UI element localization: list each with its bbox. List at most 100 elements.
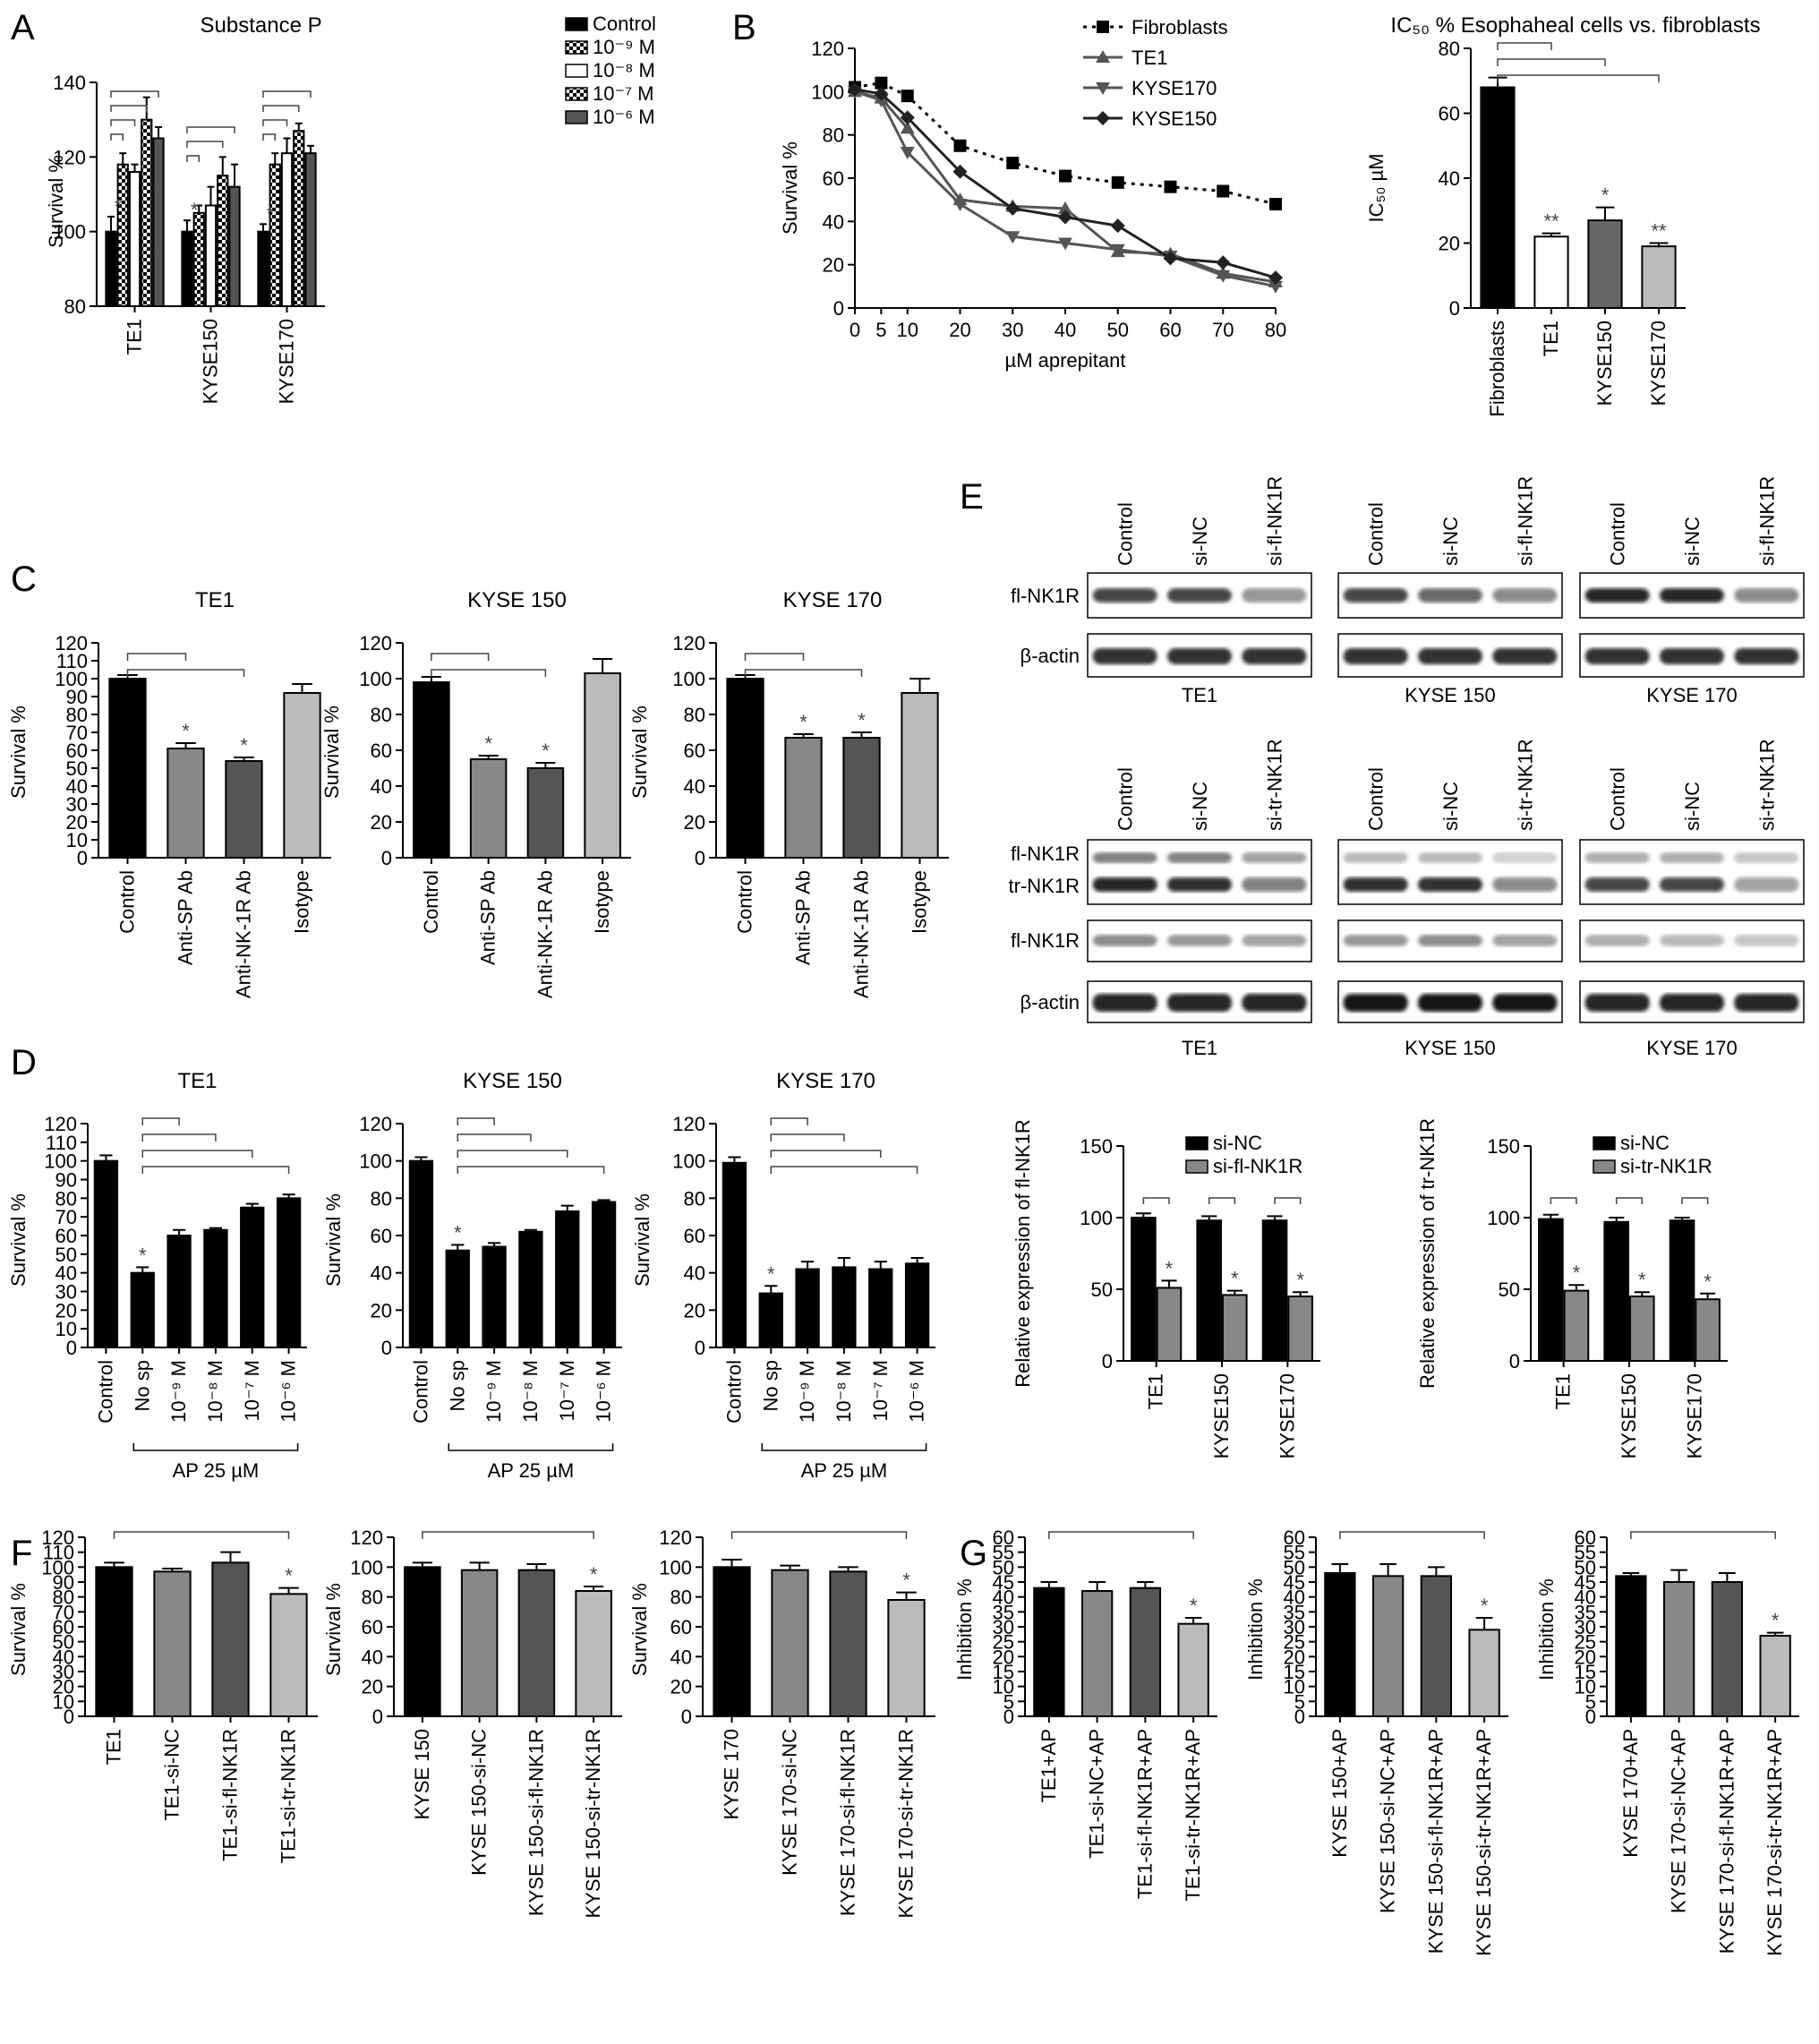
blot-row-label: tr-NK1R (1009, 875, 1080, 897)
x-tick-label: KYSE 170+AP (1619, 1729, 1642, 1858)
bar (1420, 1575, 1453, 1718)
y-tick-label: 20 (371, 1299, 392, 1321)
lane-label: si-tr-NK1R (1263, 739, 1285, 831)
y-tick-label: 120 (359, 1113, 392, 1135)
y-tick-label: 80 (56, 1187, 77, 1210)
bar (1480, 86, 1516, 309)
bar (141, 118, 153, 307)
series-line (854, 90, 1277, 284)
significance-star: * (240, 734, 248, 757)
lane-label: si-NC (1439, 517, 1462, 566)
lane-label: Control (1114, 502, 1137, 566)
y-tick-label: 100 (44, 1150, 77, 1173)
x-tick-label: KYSE 150-si-fl-NK1R (525, 1729, 547, 1916)
y-tick-label: 40 (53, 1646, 74, 1668)
legend-swatch (565, 40, 588, 55)
group-label: AP 25 µM (801, 1459, 888, 1482)
comparison-bracket (770, 1150, 882, 1158)
y-tick-label: 50 (993, 1556, 1014, 1578)
chart-c2: 0 20 40 60 80 100 120 Survival % KYSE 150 Control… (320, 588, 631, 998)
x-tick-label: KYSE 170-si-fl-NK1R (837, 1729, 859, 1916)
bar (1563, 1289, 1590, 1362)
y-axis-label: Survival % (628, 706, 651, 799)
y-tick-label: 120 (44, 1113, 77, 1135)
blot-band (1343, 648, 1408, 664)
bar (130, 1271, 155, 1348)
y-tick-label: 40 (66, 775, 88, 798)
comparison-bracket (1630, 1531, 1776, 1539)
bar (482, 1245, 507, 1348)
blot-cell-label: KYSE 150 (1405, 1037, 1496, 1059)
significance-star: ** (1651, 220, 1667, 243)
y-tick-label: 30 (53, 1661, 74, 1683)
y-tick-label: 0 (77, 847, 88, 869)
y-tick-label: 120 (350, 1527, 383, 1549)
lane-label: si-fl-NK1R (1263, 476, 1285, 566)
panel-letter-e: E (960, 477, 984, 517)
bar (280, 152, 294, 307)
x-tick-label: No sp (446, 1360, 468, 1411)
x-tick-label: 30 (1002, 319, 1023, 341)
data-point (1058, 201, 1072, 214)
bar (304, 152, 317, 307)
x-tick-label: TE1-si-tr-NK1R (278, 1729, 300, 1863)
legend-label: 10⁻⁷ M (593, 82, 653, 105)
blot-band (1734, 994, 1799, 1012)
data-point (1110, 244, 1125, 257)
comparison-bracket (141, 1133, 217, 1142)
y-axis-label: Survival % (779, 141, 801, 235)
x-tick-label: 10⁻⁶ M (278, 1360, 300, 1423)
comparison-bracket (1681, 1197, 1709, 1204)
x-tick-label: KYSE150 (1593, 321, 1616, 406)
bar (404, 1566, 441, 1718)
y-tick-label: 25 (1575, 1631, 1596, 1654)
bar (95, 1566, 133, 1718)
blot-band (1660, 994, 1724, 1012)
bar (152, 137, 165, 307)
bar (784, 737, 823, 859)
panel-letter-a: A (11, 8, 35, 47)
blot-band (1418, 994, 1482, 1012)
y-axis-label: Inhibition % (1535, 1578, 1558, 1681)
blot-band (1167, 648, 1232, 664)
x-tick-label: 40 (1055, 319, 1076, 341)
blot-actin-0 (1087, 633, 1312, 678)
y-tick-label: 20 (362, 1676, 383, 1698)
comparison-bracket (1274, 1197, 1302, 1204)
bar (518, 1230, 543, 1349)
comparison-bracket (1142, 1197, 1170, 1204)
legend-swatch (565, 110, 588, 124)
x-tick-label: Control (722, 1360, 745, 1424)
significance-star: * (1638, 1269, 1646, 1291)
x-tick-label: 10⁻⁷ M (241, 1360, 263, 1421)
y-tick-label: 55 (993, 1542, 1014, 1564)
x-tick-label: TE1-si-NC+AP (1086, 1729, 1108, 1859)
bar (1261, 1219, 1288, 1362)
bar (1603, 1220, 1630, 1363)
blot-band (1734, 648, 1799, 664)
y-tick-label: 55 (1575, 1542, 1596, 1564)
y-tick-label: 120 (672, 1113, 705, 1135)
bar (1695, 1298, 1721, 1362)
y-axis-label: Inhibition % (1244, 1578, 1267, 1681)
data-point (874, 86, 889, 101)
blot-band (1584, 935, 1650, 946)
y-tick-label: 30 (66, 793, 88, 816)
comparison-bracket (1615, 1197, 1644, 1204)
y-tick-label: 40 (684, 775, 705, 798)
legend-label: si-tr-NK1R (1620, 1155, 1712, 1177)
x-tick-label: 10⁻⁶ M (906, 1360, 928, 1423)
legend-swatch (1593, 1159, 1616, 1174)
significance-star: * (1231, 1268, 1239, 1290)
y-tick-label: 0 (681, 1706, 692, 1728)
x-tick-label: KYSE150 (200, 319, 222, 404)
blot-band (1492, 877, 1558, 892)
x-tick-label: KYSE 150-si-NC+AP (1377, 1729, 1399, 1913)
y-tick-label: 80 (66, 704, 88, 726)
comparison-bracket (457, 1166, 605, 1174)
x-tick-label: No sp (131, 1360, 153, 1411)
x-tick-label: 60 (1159, 319, 1181, 341)
significance-star: * (542, 740, 550, 762)
